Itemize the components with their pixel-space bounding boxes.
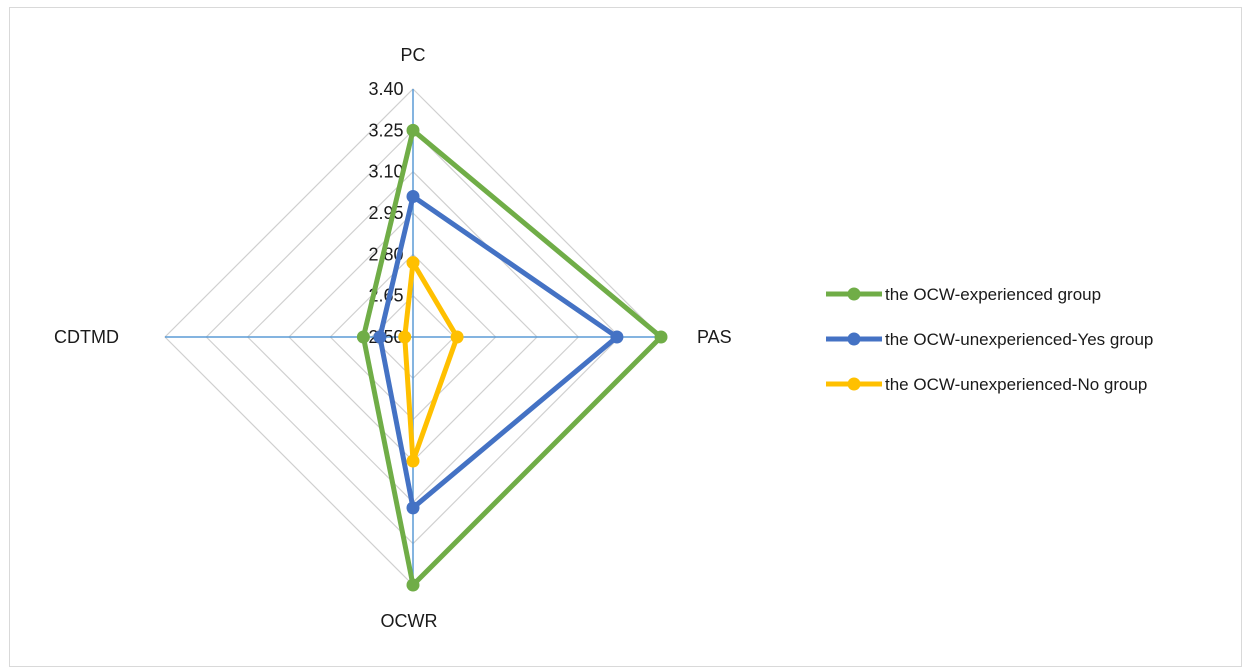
series bbox=[356, 123, 668, 592]
data-series bbox=[356, 123, 668, 592]
category-label: OCWR bbox=[381, 611, 438, 631]
series bbox=[373, 189, 624, 515]
tick-label: 2.65 bbox=[368, 286, 403, 306]
legend-label: the OCW-unexperienced-Yes group bbox=[885, 330, 1153, 349]
legend-label: the OCW-unexperienced-No group bbox=[885, 375, 1147, 394]
data-point bbox=[406, 501, 420, 515]
data-point bbox=[398, 330, 412, 344]
data-point bbox=[654, 330, 668, 344]
legend-item: the OCW-unexperienced-Yes group bbox=[826, 330, 1153, 349]
data-point bbox=[406, 454, 420, 468]
data-point bbox=[610, 330, 624, 344]
category-labels: PC PAS OCWR CDTMD bbox=[54, 45, 732, 631]
legend-item: the OCW-unexperienced-No group bbox=[826, 375, 1147, 394]
data-point bbox=[406, 189, 420, 203]
category-label: PAS bbox=[697, 327, 732, 347]
data-point bbox=[406, 578, 420, 592]
legend: the OCW-experienced group the OCW-unexper… bbox=[826, 285, 1153, 394]
tick-label: 3.10 bbox=[368, 162, 403, 182]
data-point bbox=[406, 123, 420, 137]
legend-label: the OCW-experienced group bbox=[885, 285, 1101, 304]
category-label: CDTMD bbox=[54, 327, 119, 347]
data-point bbox=[356, 330, 370, 344]
tick-label: 3.25 bbox=[368, 120, 403, 140]
tick-label: 2.80 bbox=[368, 244, 403, 264]
category-label: PC bbox=[400, 45, 425, 65]
legend-marker bbox=[847, 377, 861, 391]
legend-marker bbox=[847, 287, 861, 301]
data-point bbox=[450, 330, 464, 344]
data-point bbox=[406, 256, 420, 270]
tick-label: 3.40 bbox=[368, 79, 403, 99]
tick-label: 2.95 bbox=[368, 203, 403, 223]
legend-item: the OCW-experienced group bbox=[826, 285, 1101, 304]
legend-marker bbox=[847, 332, 861, 346]
series bbox=[398, 256, 464, 468]
data-point bbox=[373, 330, 387, 344]
